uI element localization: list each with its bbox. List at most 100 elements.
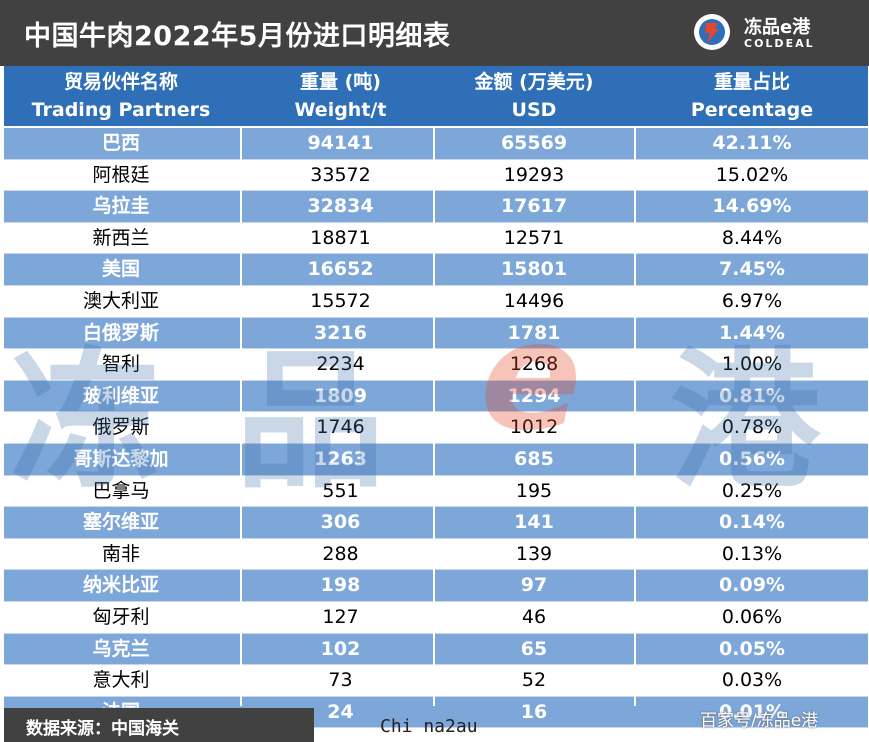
table-row: 玻利维亚 1809 1294 0.81% (4, 381, 868, 413)
percentage-value: 0.81% (636, 381, 868, 412)
amount-value: 1012 (434, 412, 634, 443)
column-divider (433, 128, 435, 706)
percentage-value: 1.00% (636, 349, 868, 380)
table-row: 意大利 73 52 0.03% (4, 665, 868, 697)
partner-name: 南非 (4, 539, 238, 570)
percentage-value: 0.56% (636, 444, 868, 475)
amount-value: 685 (434, 444, 634, 475)
amount-value: 1781 (434, 318, 634, 349)
table-row: 美国 16652 15801 7.45% (4, 254, 868, 286)
partner-name: 俄罗斯 (4, 412, 238, 443)
weight-value: 551 (248, 476, 433, 507)
amount-value: 14496 (434, 286, 634, 317)
partner-name: 巴拿马 (4, 476, 238, 507)
column-header-weight: 重量 (吨) Weight/t (248, 66, 433, 126)
partner-name: 乌拉圭 (4, 191, 238, 222)
table-row: 智利 2234 1268 1.00% (4, 349, 868, 381)
weight-value: 1809 (248, 381, 433, 412)
image-stamp: Chi na2au (380, 716, 478, 737)
partner-name: 意大利 (4, 665, 238, 696)
weight-value: 1263 (248, 444, 433, 475)
weight-value: 15572 (248, 286, 433, 317)
amount-value: 17617 (434, 191, 634, 222)
weight-value: 102 (248, 634, 433, 665)
weight-value: 127 (248, 602, 433, 633)
column-divider (634, 128, 636, 706)
table-row: 新西兰 18871 12571 8.44% (4, 223, 868, 255)
weight-value: 18871 (248, 223, 433, 254)
partner-name: 白俄罗斯 (4, 318, 238, 349)
percentage-value: 14.69% (636, 191, 868, 222)
amount-value: 19293 (434, 160, 634, 191)
baijiahao-credit: 百家号/冻品e港 (700, 706, 818, 731)
partner-name: 美国 (4, 254, 238, 285)
column-header-en: Percentage (636, 96, 868, 124)
weight-value: 2234 (248, 349, 433, 380)
column-header-en: Trading Partners (4, 96, 238, 124)
percentage-value: 0.25% (636, 476, 868, 507)
table-row: 白俄罗斯 3216 1781 1.44% (4, 318, 868, 350)
column-divider (240, 128, 242, 706)
weight-value: 32834 (248, 191, 433, 222)
table-row: 巴拿马 551 195 0.25% (4, 476, 868, 508)
partner-name: 智利 (4, 349, 238, 380)
column-header-cn: 重量占比 (636, 68, 868, 96)
percentage-value: 7.45% (636, 254, 868, 285)
partner-name: 玻利维亚 (4, 381, 238, 412)
partner-name: 乌克兰 (4, 634, 238, 665)
partner-name: 哥斯达黎加 (4, 444, 238, 475)
percentage-value: 42.11% (636, 128, 868, 159)
amount-value: 65569 (434, 128, 634, 159)
weight-value: 73 (248, 665, 433, 696)
amount-value: 12571 (434, 223, 634, 254)
table-row: 哥斯达黎加 1263 685 0.56% (4, 444, 868, 476)
weight-value: 3216 (248, 318, 433, 349)
table-row: 澳大利亚 15572 14496 6.97% (4, 286, 868, 318)
table-row: 俄罗斯 1746 1012 0.78% (4, 412, 868, 444)
source-footer: 数据来源：中国海关 (4, 708, 314, 742)
table-row: 匈牙利 127 46 0.06% (4, 602, 868, 634)
partner-name: 新西兰 (4, 223, 238, 254)
column-header-cn: 贸易伙伴名称 (4, 68, 238, 96)
column-header-en: USD (434, 96, 634, 124)
partner-name: 阿根廷 (4, 160, 238, 191)
weight-value: 1746 (248, 412, 433, 443)
coldeal-logo: 冻品e港 COLDEAL (692, 10, 842, 56)
column-header-amount: 金额 (万美元) USD (434, 66, 634, 126)
column-header-cn: 金额 (万美元) (434, 68, 634, 96)
column-header-cn: 重量 (吨) (248, 68, 433, 96)
percentage-value: 6.97% (636, 286, 868, 317)
column-header-en: Weight/t (248, 96, 433, 124)
percentage-value: 0.05% (636, 634, 868, 665)
weight-value: 16652 (248, 254, 433, 285)
amount-value: 52 (434, 665, 634, 696)
percentage-value: 0.14% (636, 507, 868, 538)
percentage-value: 0.78% (636, 412, 868, 443)
column-header-partner: 贸易伙伴名称 Trading Partners (4, 66, 238, 126)
percentage-value: 0.06% (636, 602, 868, 633)
partner-name: 澳大利亚 (4, 286, 238, 317)
weight-value: 198 (248, 570, 433, 601)
logo-cn-text: 冻品e港 (744, 13, 810, 39)
partner-name: 塞尔维亚 (4, 507, 238, 538)
table-row: 乌拉圭 32834 17617 14.69% (4, 191, 868, 223)
partner-name: 巴西 (4, 128, 238, 159)
percentage-value: 0.03% (636, 665, 868, 696)
partner-name: 匈牙利 (4, 602, 238, 633)
amount-value: 1268 (434, 349, 634, 380)
amount-value: 65 (434, 634, 634, 665)
amount-value: 141 (434, 507, 634, 538)
coldeal-logo-icon (692, 12, 732, 52)
partner-name: 纳米比亚 (4, 570, 238, 601)
table-row: 南非 288 139 0.13% (4, 539, 868, 571)
weight-value: 306 (248, 507, 433, 538)
table-row: 塞尔维亚 306 141 0.14% (4, 507, 868, 539)
amount-value: 46 (434, 602, 634, 633)
percentage-value: 8.44% (636, 223, 868, 254)
data-table-body: 巴西 94141 65569 42.11% 阿根廷 33572 19293 15.02% 乌拉圭… (4, 128, 868, 728)
weight-value: 33572 (248, 160, 433, 191)
table-row: 纳米比亚 198 97 0.09% (4, 570, 868, 602)
amount-value: 97 (434, 570, 634, 601)
data-source: 数据来源：中国海关 (26, 714, 179, 739)
weight-value: 288 (248, 539, 433, 570)
